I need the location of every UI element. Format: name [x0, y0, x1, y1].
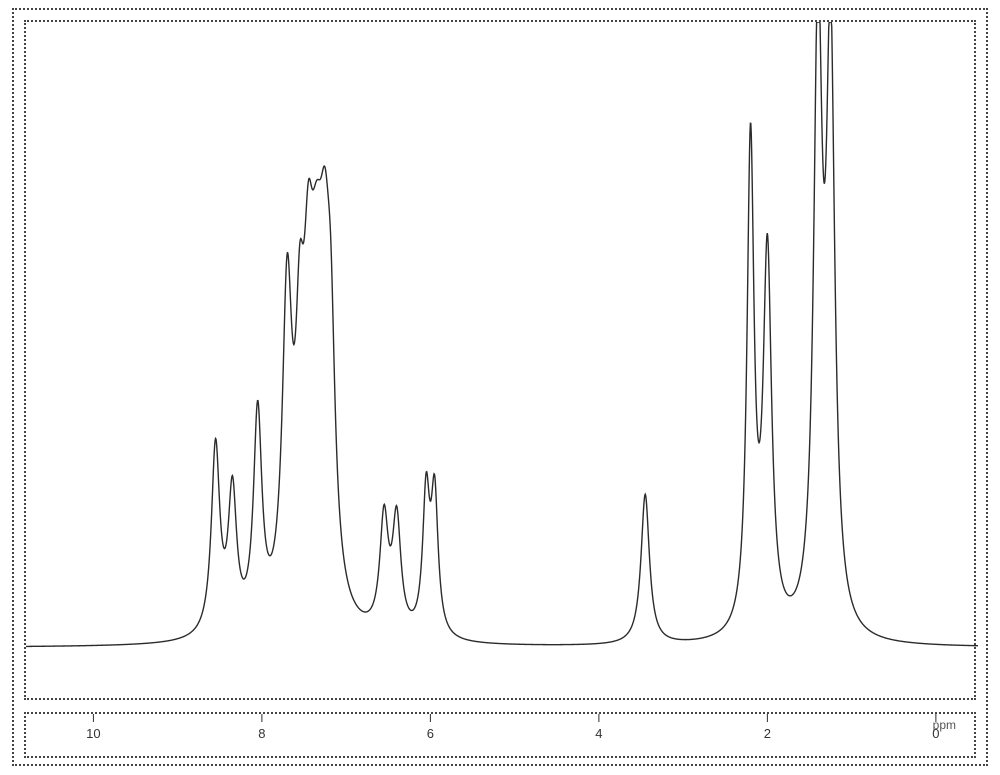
axis-tick-label: 0	[932, 726, 939, 741]
axis-tick-label: 8	[258, 726, 265, 741]
axis-ticks	[26, 714, 978, 760]
spectrum-line	[26, 22, 978, 702]
plot-frame	[24, 20, 976, 700]
axis-frame: ppm 1086420	[24, 712, 976, 758]
axis-tick-label: 6	[427, 726, 434, 741]
axis-tick-label: 4	[595, 726, 602, 741]
axis-tick-label: 10	[86, 726, 100, 741]
axis-tick-label: 2	[764, 726, 771, 741]
